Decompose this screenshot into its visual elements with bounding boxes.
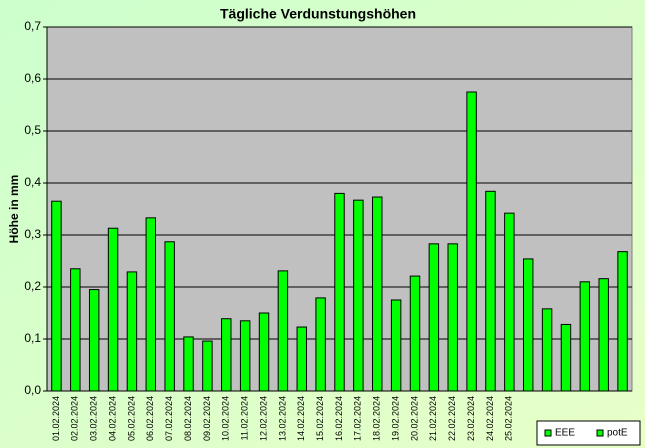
x-tick-label: 02.02.2024 [70, 396, 80, 441]
x-tick-label: 07.02.2024 [164, 396, 174, 441]
x-tick-label: 16.02.2024 [334, 396, 344, 441]
bar [372, 196, 383, 392]
x-tick-label: 09.02.2024 [202, 396, 212, 441]
legend-box [536, 420, 641, 446]
bar [466, 91, 477, 392]
y-tick-label: 0,7 [24, 19, 41, 33]
bar [560, 323, 572, 392]
bar [107, 227, 119, 392]
x-tick-label: 10.02.2024 [221, 396, 231, 441]
bar [88, 289, 100, 392]
bar [447, 243, 458, 392]
bar [522, 258, 534, 392]
x-tick-label: 11.02.2024 [240, 396, 250, 440]
legend-label: EEE [555, 428, 575, 439]
x-tick-label: 13.02.2024 [277, 396, 287, 441]
bar [258, 312, 270, 392]
bar [164, 241, 175, 392]
bar [541, 308, 553, 392]
y-tick-label: 0,0 [24, 383, 41, 397]
bar [221, 318, 232, 392]
bar [277, 270, 289, 392]
bar [126, 271, 138, 392]
bar [428, 243, 440, 392]
bar [353, 199, 364, 392]
x-tick-label: 22.02.2024 [447, 396, 457, 441]
y-axis-label: Höhe in mm [7, 175, 21, 244]
x-tick-label: 20.02.2024 [409, 396, 419, 441]
x-tick-label: 12.02.2024 [258, 396, 268, 441]
x-tick-label: 24.02.2024 [485, 396, 495, 441]
x-tick-label: 05.02.2024 [126, 396, 136, 441]
bar [579, 281, 591, 392]
x-tick-label: 14.02.2024 [296, 396, 306, 441]
legend-swatch [544, 429, 552, 437]
bar [409, 275, 421, 392]
x-tick-label: 23.02.2024 [466, 396, 476, 441]
bar [617, 251, 628, 392]
y-tick-label: 0,2 [24, 279, 41, 293]
x-tick-label: 04.02.2024 [107, 396, 117, 441]
bar [70, 268, 81, 392]
bar [183, 336, 194, 392]
y-tick-label: 0,1 [24, 331, 41, 345]
y-tick-label: 0,5 [24, 123, 41, 137]
x-tick-label: 21.02.2024 [428, 396, 438, 441]
x-tick-label: 08.02.2024 [183, 396, 193, 441]
bar [504, 212, 515, 392]
bar [390, 299, 402, 392]
x-tick-label: 17.02.2024 [353, 396, 363, 441]
bar [485, 190, 496, 392]
chart-title: Tägliche Verdunstungshöhen [220, 6, 416, 22]
bar [315, 297, 326, 392]
x-tick-label: 19.02.2024 [390, 396, 400, 441]
bar [145, 217, 157, 392]
bar [598, 278, 609, 392]
y-tick-label: 0,4 [24, 175, 41, 189]
bar [51, 200, 62, 392]
x-tick-label: 06.02.2024 [145, 396, 155, 441]
x-tick-label: 15.02.2024 [315, 396, 325, 441]
legend-label: potE [607, 428, 628, 439]
bar [239, 320, 251, 392]
x-tick-label: 03.02.2024 [89, 396, 99, 441]
bar [296, 326, 307, 392]
x-tick-label: 25.02.2024 [504, 396, 514, 441]
x-tick-label: 18.02.2024 [372, 396, 382, 441]
bar [202, 340, 213, 392]
legend-swatch [596, 429, 604, 437]
bar [334, 192, 345, 392]
y-tick-label: 0,6 [24, 71, 41, 85]
y-tick-label: 0,3 [24, 227, 41, 241]
x-tick-label: 01.02.2024 [51, 396, 61, 441]
